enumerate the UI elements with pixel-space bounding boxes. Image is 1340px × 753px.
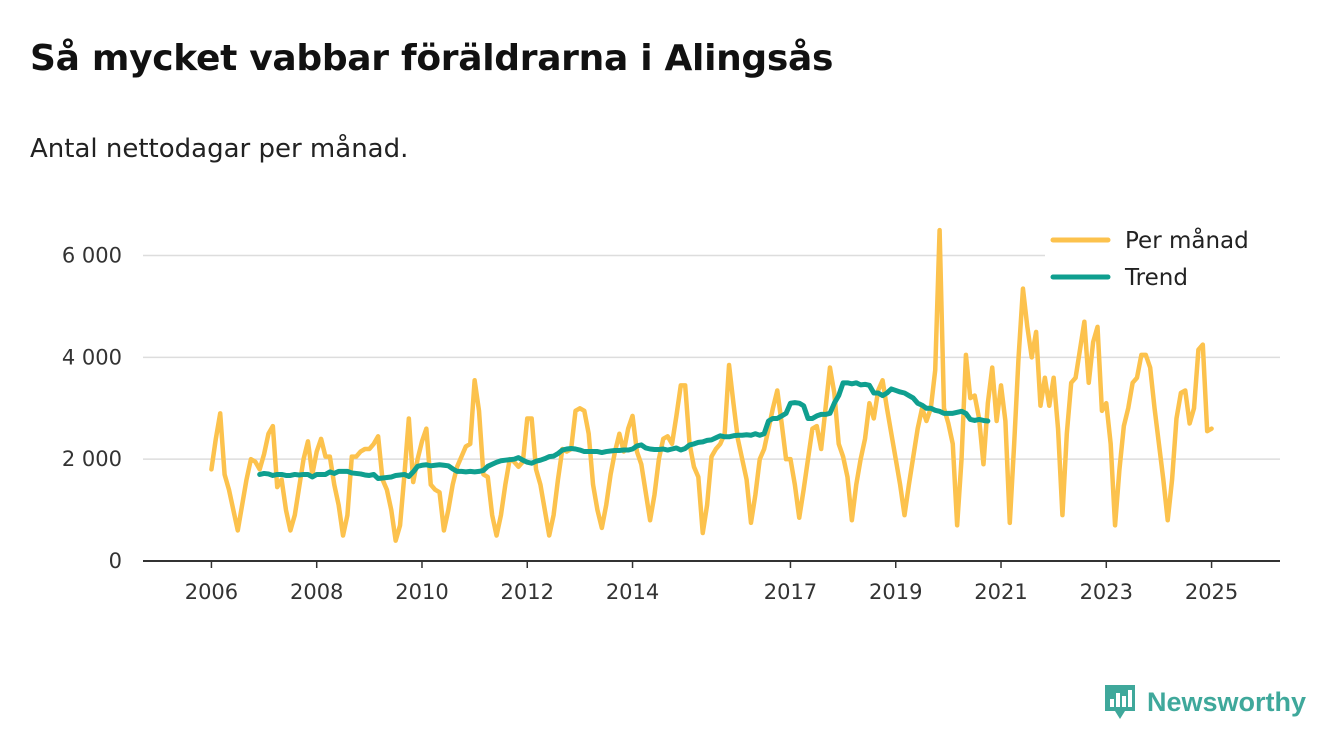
y-axis: 0 2 000 4 000 6 000 xyxy=(62,244,122,573)
legend-background xyxy=(1045,219,1285,299)
chart-subtitle: Antal nettodagar per månad. xyxy=(30,134,409,164)
y-tick-label: 6 000 xyxy=(62,244,122,268)
x-axis: 2006 2008 2010 2012 2014 2017 2019 2021 2023 2025 xyxy=(143,560,1280,604)
x-tick-label: 2014 xyxy=(606,580,659,604)
x-tick-label: 2008 xyxy=(290,580,343,604)
per-manad-line xyxy=(209,227,1214,543)
y-tick-label: 2 000 xyxy=(62,447,122,471)
x-tick-label: 2025 xyxy=(1185,580,1238,604)
x-tick-label: 2017 xyxy=(764,580,817,604)
trend-line xyxy=(257,380,991,482)
legend-label-per-manad: Per månad xyxy=(1125,226,1249,254)
legend-label-trend: Trend xyxy=(1124,265,1188,291)
brand-name: Newsworthy xyxy=(1147,686,1307,717)
newsworthy-logo-icon xyxy=(1105,685,1135,719)
x-tick-label: 2023 xyxy=(1080,580,1133,604)
brand-logo: Newsworthy xyxy=(1103,683,1306,721)
y-tick-label: 4 000 xyxy=(62,345,122,369)
x-tick-label: 2019 xyxy=(869,580,922,604)
x-tick-label: 2006 xyxy=(185,580,238,604)
chart-title: Så mycket vabbar föräldrarna i Alingsås xyxy=(30,38,834,79)
y-tick-label: 0 xyxy=(109,549,122,573)
x-tick-label: 2021 xyxy=(974,580,1027,604)
series-lines xyxy=(209,227,1214,543)
legend: Per månad Trend xyxy=(1045,219,1285,299)
x-tick-label: 2012 xyxy=(501,580,554,604)
x-tick-label: 2010 xyxy=(395,580,448,604)
